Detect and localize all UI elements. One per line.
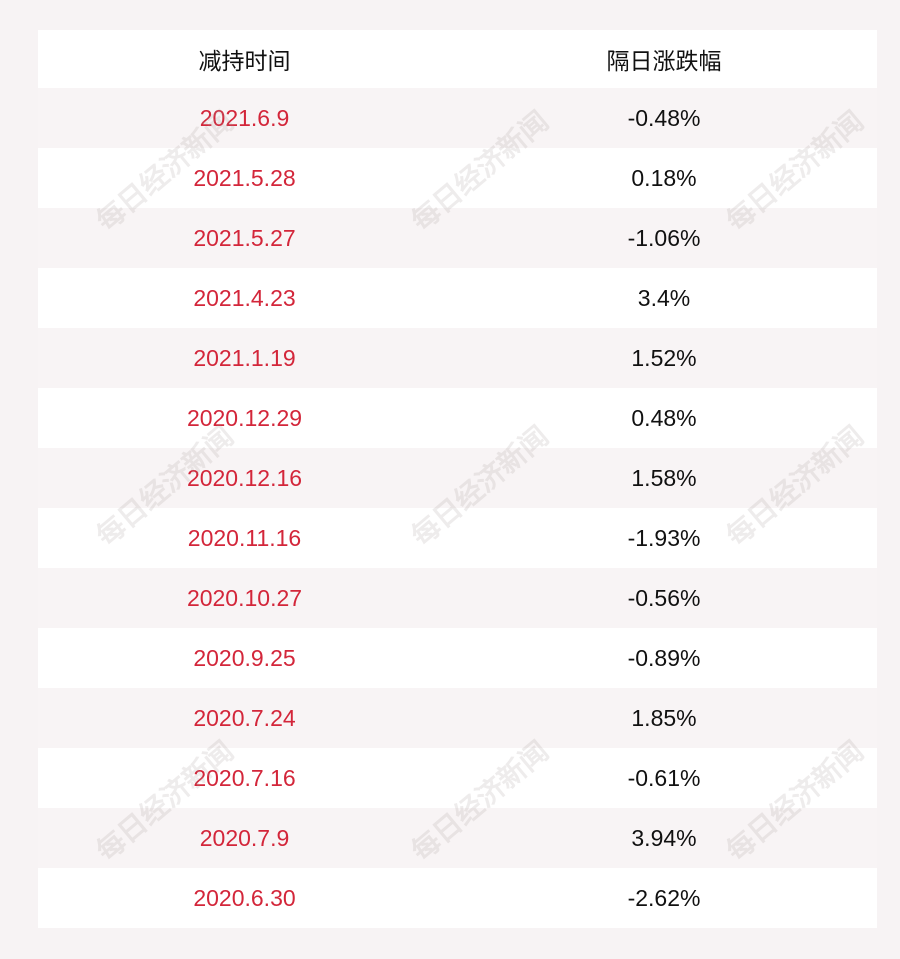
date-cell: 2020.7.24: [193, 704, 296, 731]
table-row: 2021.4.23 3.4%: [38, 268, 877, 328]
change-cell: 3.94%: [631, 824, 697, 851]
table: 减持时间 隔日涨跌幅 2021.6.9 -0.48% 2021.5.28 0.18% 2…: [38, 30, 877, 928]
table-row: 2020.6.30 -2.62%: [38, 868, 877, 928]
table-row: 2020.12.16 1.58%: [38, 448, 877, 508]
date-cell: 2020.12.29: [186, 404, 303, 431]
table-row: 2020.7.24 1.85%: [38, 688, 877, 748]
date-cell: 2020.9.25: [193, 644, 296, 671]
header-cell: 隔日涨跌幅: [606, 48, 722, 74]
table-row: 2020.12.29 0.48%: [38, 388, 877, 448]
date-cell: 2020.7.9: [199, 824, 290, 851]
table-row: 2020.7.16 -0.61%: [38, 748, 877, 808]
table-row: 2021.5.27 -1.06%: [38, 208, 877, 268]
date-cell: 2020.11.16: [187, 524, 302, 551]
header-row: 减持时间 隔日涨跌幅: [38, 30, 877, 88]
date-cell: 2020.12.16: [186, 464, 303, 491]
table-row: 2020.7.9 3.94%: [38, 808, 877, 868]
table-row: 2021.5.28 0.18%: [38, 148, 877, 208]
change-cell: -1.06%: [627, 224, 701, 251]
table-row: 2021.6.9 -0.48%: [38, 88, 877, 148]
table-row: 2020.9.25 -0.89%: [38, 628, 877, 688]
table-row: 2020.10.27 -0.56%: [38, 568, 877, 628]
date-cell: 2020.10.27: [186, 584, 303, 611]
change-cell: -0.61%: [627, 764, 701, 791]
change-cell: 1.58%: [631, 464, 697, 491]
change-cell: -0.89%: [627, 644, 701, 671]
date-cell: 2021.1.19: [193, 344, 296, 371]
header-cell: 减持时间: [198, 48, 291, 74]
date-cell: 2021.6.9: [199, 104, 290, 131]
change-cell: -2.62%: [627, 884, 701, 911]
change-cell: 3.4%: [637, 284, 691, 311]
date-cell: 2020.7.16: [193, 764, 296, 791]
change-cell: 1.85%: [631, 704, 697, 731]
change-cell: 0.18%: [631, 164, 697, 191]
date-cell: 2021.5.28: [193, 164, 296, 191]
change-cell: 0.48%: [631, 404, 697, 431]
table-row: 2021.1.19 1.52%: [38, 328, 877, 388]
change-cell: -1.93%: [627, 524, 701, 551]
change-cell: -0.48%: [627, 104, 701, 131]
change-cell: 1.52%: [631, 344, 697, 371]
table-row: 2020.11.16 -1.93%: [38, 508, 877, 568]
date-cell: 2020.6.30: [193, 884, 296, 911]
change-cell: -0.56%: [627, 584, 701, 611]
date-cell: 2021.5.27: [193, 224, 296, 251]
date-cell: 2021.4.23: [193, 284, 296, 311]
